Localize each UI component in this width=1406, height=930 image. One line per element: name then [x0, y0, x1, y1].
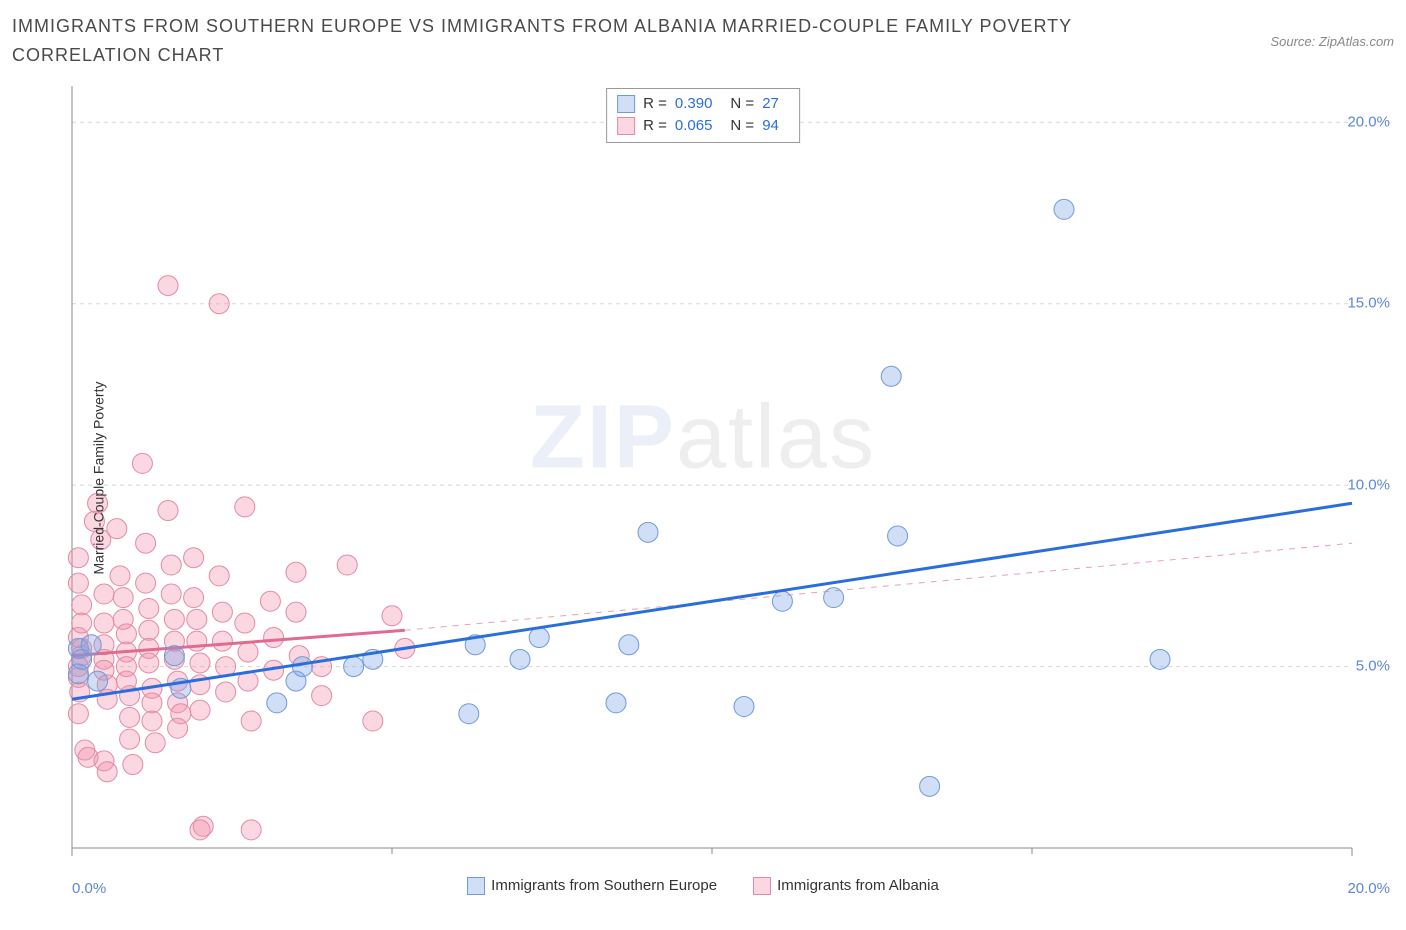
- r-value: 0.390: [675, 93, 713, 116]
- stats-row: R = 0.065 N = 94: [617, 115, 789, 138]
- legend-swatch: [467, 877, 485, 895]
- r-label: R =: [643, 93, 667, 116]
- legend-item: Immigrants from Albania: [753, 877, 939, 895]
- legend-label: Immigrants from Albania: [777, 877, 939, 894]
- r-value: 0.065: [675, 115, 713, 138]
- stats-row: R = 0.390 N = 27: [617, 93, 789, 116]
- n-value: 27: [762, 93, 779, 116]
- x-tick-min: 0.0%: [72, 880, 106, 897]
- correlation-stats-box: R = 0.390 N = 27 R = 0.065 N = 94: [606, 88, 800, 143]
- n-value: 94: [762, 115, 779, 138]
- r-label: R =: [643, 115, 667, 138]
- legend-item: Immigrants from Southern Europe: [467, 877, 717, 895]
- chart-header: IMMIGRANTS FROM SOUTHERN EUROPE VS IMMIG…: [12, 12, 1394, 70]
- source-label: Source: ZipAtlas.com: [1270, 34, 1394, 49]
- scatter-chart: [12, 78, 1394, 878]
- x-tick-max: 20.0%: [1347, 880, 1390, 897]
- legend-swatch: [617, 117, 635, 135]
- chart-container: Married-Couple Family Poverty ZIPatlas R…: [12, 78, 1394, 878]
- legend-swatch: [617, 95, 635, 113]
- n-label: N =: [730, 93, 754, 116]
- chart-title: IMMIGRANTS FROM SOUTHERN EUROPE VS IMMIG…: [12, 12, 1112, 70]
- chart-legend: Immigrants from Southern Europe Immigrant…: [12, 877, 1394, 899]
- y-axis-label: Married-Couple Family Poverty: [90, 381, 106, 574]
- legend-label: Immigrants from Southern Europe: [491, 877, 717, 894]
- n-label: N =: [730, 115, 754, 138]
- legend-swatch: [753, 877, 771, 895]
